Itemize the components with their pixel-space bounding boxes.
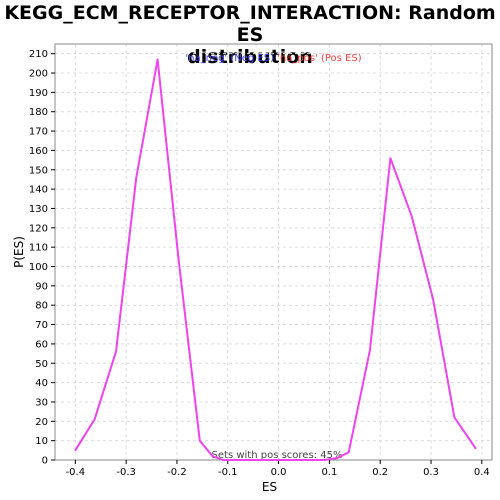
data-point [74,449,77,452]
es-distribution-line [74,58,477,461]
x-axis-label: ES [262,480,277,494]
y-tick-label: 110 [29,243,48,254]
data-point [135,176,138,179]
data-point [232,459,234,461]
y-tick-label: 130 [29,204,48,215]
chart-title: KEGG_ECM_RECEPTOR_INTERACTION: Random ES… [0,2,500,68]
data-point [211,455,214,457]
data-point [282,459,285,461]
data-point [93,418,96,421]
legend-neg-es: 'na_neg' (Neg ES) [185,53,274,64]
y-tick-label: 170 [29,127,48,138]
data-point [410,215,413,218]
y-tick-label: 90 [35,281,48,292]
data-point [199,439,201,442]
x-tick-label: -0.2 [167,467,187,478]
pos-scores-annotation: Sets with pos scores: 45% [212,450,343,461]
x-tick-label: 0.0 [271,467,287,478]
legend: 'na_neg' (Neg ES) 'na_pos' (Pos ES) [185,53,361,64]
legend-pos-es: 'na_pos' (Pos ES) [274,53,362,64]
data-point [221,459,224,461]
y-tick-label: 200 [29,69,48,80]
data-point [156,58,159,61]
data-point [313,459,315,461]
chart-title-line-1: KEGG_ECM_RECEPTOR_INTERACTION: Random ES [4,2,496,46]
x-tick-label: -0.4 [66,467,86,478]
data-point [369,348,371,351]
data-point [336,457,338,459]
data-point [272,459,275,461]
y-tick-label: 30 [35,397,48,408]
plot-frame [54,43,493,461]
data-point [242,459,244,461]
y-tick-label: 140 [29,185,48,196]
data-point [474,447,477,450]
y-tick-label: 40 [35,378,48,389]
x-tick-label: -0.3 [116,467,136,478]
data-point [389,157,392,159]
y-tick-label: 0 [42,456,48,467]
y-tick-label: 20 [35,417,48,428]
data-point [453,416,456,419]
y-tick-label: 10 [35,436,48,447]
y-tick-label: 190 [29,88,48,99]
y-tick-label: 70 [35,320,48,331]
x-tick-label: 0.4 [474,467,490,478]
x-tick-label: 0.2 [372,467,388,478]
data-point [303,459,305,461]
y-axis-label: P(ES) [12,236,26,268]
chart-title-line-2: distribution [187,46,313,68]
y-tick-label: 80 [35,301,48,312]
data-point [262,459,265,461]
y-tick-label: 150 [29,165,48,176]
x-tick-label: -0.1 [218,467,238,478]
data-point [177,257,180,260]
data-point [347,451,350,454]
data-point [252,459,254,461]
y-tick-label: 210 [29,49,48,60]
x-tick-label: 0.1 [321,467,337,478]
y-tick-label: 100 [29,262,48,273]
data-point [323,459,326,461]
y-tick-label: 120 [29,223,48,234]
data-point [115,350,117,353]
x-tick-label: 0.3 [423,467,439,478]
y-tick-label: 50 [35,359,48,370]
y-tick-label: 160 [29,146,48,157]
y-tick-label: 180 [29,107,48,118]
data-point [293,459,295,461]
y-tick-label: 60 [35,339,48,350]
data-point [432,298,434,301]
